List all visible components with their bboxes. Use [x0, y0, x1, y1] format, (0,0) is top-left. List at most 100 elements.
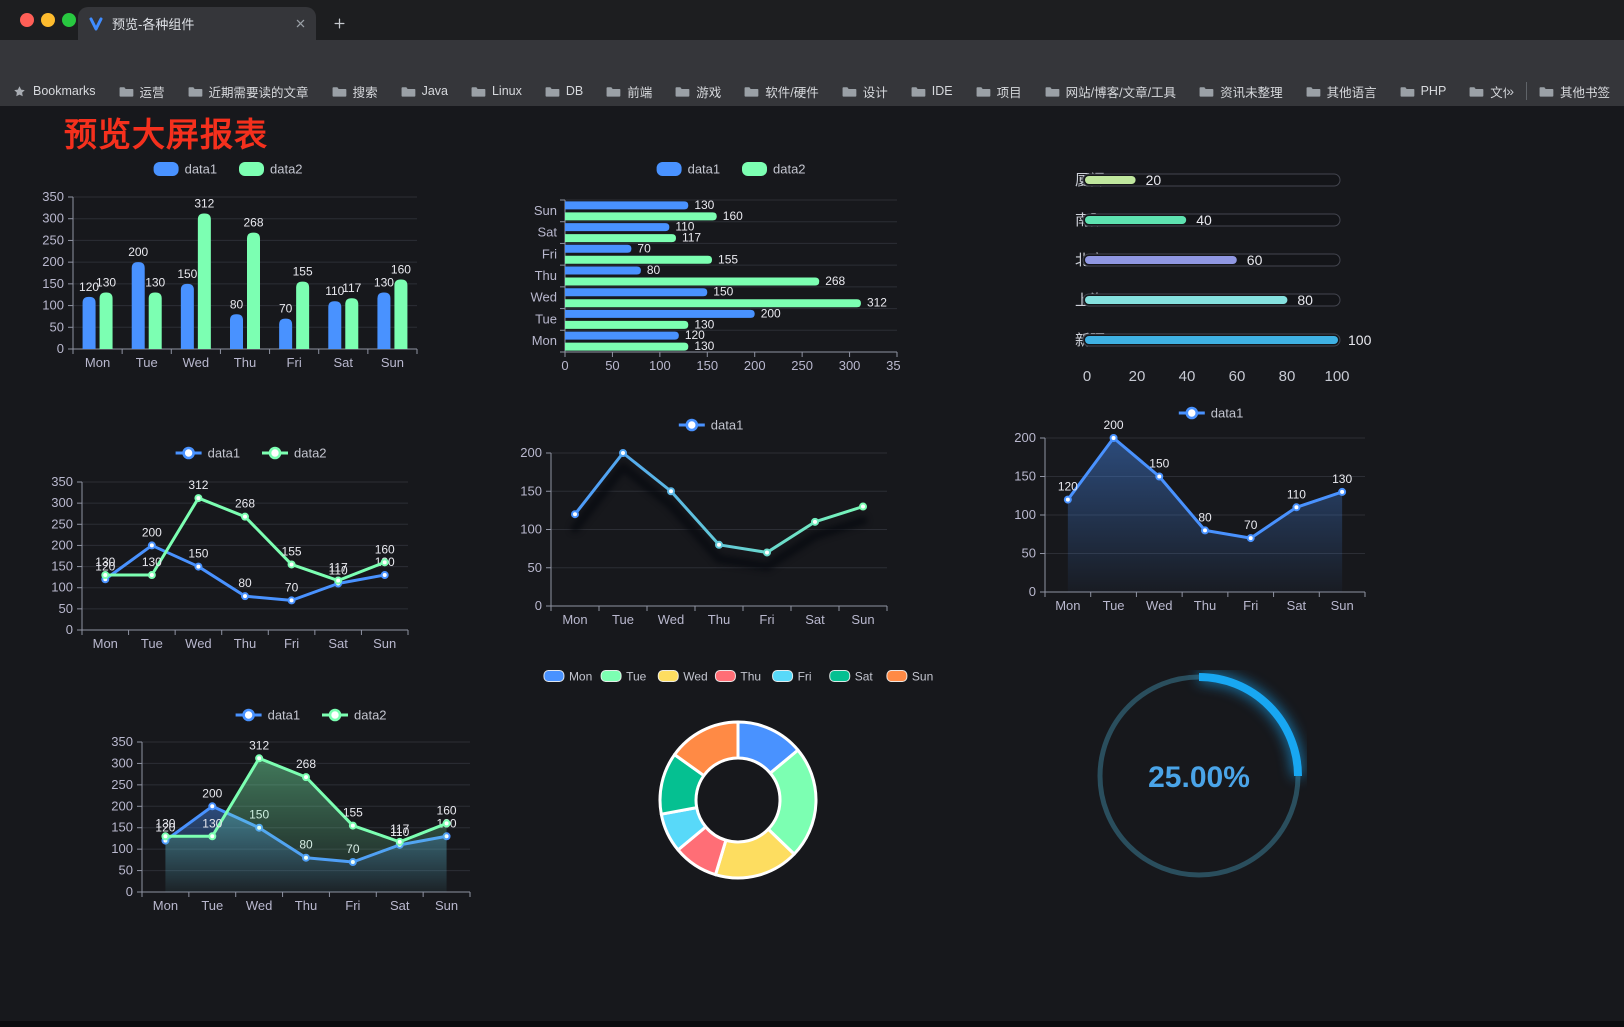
bookmark-folder[interactable]: 设计 [842, 82, 888, 101]
bookmark-folder[interactable]: 游戏 [675, 82, 721, 101]
bookmark-folder-label: 文件服务器 [1490, 85, 1506, 100]
svg-text:Fri: Fri [284, 636, 299, 651]
bookmark-folder[interactable]: 其他语言 [1306, 82, 1377, 101]
svg-text:268: 268 [235, 497, 255, 511]
bookmark-folder[interactable]: 运营 [119, 82, 165, 101]
legend-item-data1[interactable]: data1 [1178, 406, 1244, 421]
bar-grouped-vertical-svg[interactable]: data1 data2 0 50 100 150 200 250 300 350 Mon Tue Wed… [40, 152, 440, 374]
bookmark-folder[interactable]: IDE [911, 84, 953, 99]
legend-item-Sat[interactable]: Sat [829, 669, 874, 683]
bookmarks-overflow-chevron[interactable]: » [1506, 83, 1514, 99]
legend-item-data2[interactable]: data2 [322, 708, 387, 723]
window-close-button[interactable] [20, 13, 34, 27]
legend-item-Wed[interactable]: Wed [657, 669, 708, 683]
legend-item-data1[interactable]: data1 [656, 162, 721, 177]
chart-grouped-bar-vertical[interactable]: data1 data2 0 50 100 150 200 250 300 350 Mon Tue Wed… [40, 152, 440, 374]
bookmarks-manager-item[interactable]: Bookmarks [12, 84, 96, 99]
legend-item-data1[interactable]: data1 [678, 418, 744, 433]
svg-text:Fri: Fri [287, 355, 302, 370]
bookmark-folder-label: PHP [1420, 84, 1447, 98]
legend-item-data2[interactable]: data2 [239, 162, 303, 177]
svg-text:200: 200 [520, 445, 542, 460]
svg-text:50: 50 [59, 601, 73, 616]
svg-text:120: 120 [685, 328, 705, 342]
svg-text:Fri: Fri [345, 898, 360, 913]
legend-item-Fri[interactable]: Fri [772, 669, 812, 683]
svg-text:Fri: Fri [798, 669, 812, 683]
svg-text:data1: data1 [208, 446, 241, 461]
bookmark-folder[interactable]: 软件/硬件 [744, 82, 819, 101]
area-single-svg[interactable]: data1 0 50 100 150 200 Mon Tue Wed Thu Fri Sat Sun 12… [985, 390, 1383, 622]
bookmark-folder[interactable]: 前端 [606, 82, 652, 101]
svg-text:Thu: Thu [535, 268, 557, 283]
bookmark-folder[interactable]: 近期需要读的文章 [188, 82, 309, 101]
donut-svg[interactable]: Mon Tue Wed Thu Fri Sat Sun [540, 655, 940, 900]
svg-text:312: 312 [867, 296, 887, 310]
axes: 0 50 100 150 200 250 300 350 Mon Tue Wed Thu Fri Sat S… [531, 199, 908, 373]
chart-area-single[interactable]: data1 0 50 100 150 200 Mon Tue Wed Thu Fri Sat Sun 12… [985, 390, 1383, 622]
tab-close-icon[interactable] [295, 18, 306, 29]
line-gradient-svg[interactable]: data1 0 50 100 150 200 Mon Tue Wed Thu Fri Sat Sun [500, 400, 900, 632]
chart-grouped-bar-horizontal[interactable]: data1 data2 0 50 100 150 200 250 300 350 Mon Tue Wed… [500, 155, 908, 373]
chart-progress-gauge[interactable]: 25.00% [1095, 670, 1307, 885]
svg-text:70: 70 [279, 302, 293, 316]
svg-text:120: 120 [95, 559, 115, 573]
bookmark-folder[interactable]: PHP [1400, 84, 1447, 99]
bookmark-folder-label: 搜索 [352, 85, 378, 100]
svg-text:100: 100 [520, 522, 542, 537]
legend-item-Tue[interactable]: Tue [600, 669, 647, 683]
legend-item-Sun[interactable]: Sun [886, 669, 933, 683]
svg-text:60: 60 [1229, 368, 1246, 385]
svg-text:160: 160 [723, 209, 743, 223]
folder-icon [332, 86, 346, 97]
new-tab-button[interactable] [326, 10, 352, 36]
svg-text:0: 0 [1029, 584, 1036, 599]
svg-text:80: 80 [647, 263, 661, 277]
svg-text:0: 0 [126, 884, 133, 899]
legend-item-data1[interactable]: data1 [175, 446, 241, 461]
gauge-svg[interactable]: 25.00% [1095, 670, 1307, 885]
bookmark-folder[interactable]: 资讯未整理 [1199, 82, 1283, 101]
folder-icon [842, 86, 857, 97]
svg-text:Wed: Wed [246, 898, 273, 913]
bookmark-folder[interactable]: Java [401, 84, 448, 99]
chart-line-two-series[interactable]: data1 data2 0 50 100 150 200 250 300 350 Mon Tue Wed… [40, 440, 432, 658]
svg-text:117: 117 [342, 281, 361, 295]
legend-item-data1[interactable]: data1 [235, 708, 301, 723]
svg-text:150: 150 [713, 285, 733, 299]
legend-item-Mon[interactable]: Mon [543, 669, 592, 683]
svg-text:120: 120 [1058, 480, 1078, 494]
bookmark-folder[interactable]: 文件服务器 [1469, 82, 1506, 101]
bookmark-folder[interactable]: Linux [471, 84, 522, 99]
svg-text:250: 250 [791, 358, 813, 373]
window-maximize-button[interactable] [62, 13, 76, 27]
bookmark-folder[interactable]: 网站/博客/文章/工具 [1045, 82, 1176, 101]
svg-text:250: 250 [51, 516, 73, 531]
svg-text:Wed: Wed [531, 290, 558, 305]
folder-icon [1400, 86, 1414, 97]
svg-text:data1: data1 [268, 708, 301, 723]
legend-item-Thu[interactable]: Thu [714, 669, 761, 683]
bookmark-folder[interactable]: 项目 [976, 82, 1022, 101]
area-two-series-svg[interactable]: data1 data2 0 50 100 150 200 250 300 350 Mon Tue Wed… [100, 670, 500, 918]
tab-favicon [88, 16, 104, 32]
legend-item-data2[interactable]: data2 [262, 446, 327, 461]
bar-grouped-horizontal-svg[interactable]: data1 data2 0 50 100 150 200 250 300 350 Mon Tue Wed… [500, 155, 908, 373]
legend-item-data1[interactable]: data1 [153, 162, 218, 177]
chart-donut-pie[interactable]: Mon Tue Wed Thu Fri Sat Sun [540, 655, 940, 900]
browser-tab[interactable]: 预览-各种组件 [78, 7, 316, 40]
chart-area-two-series[interactable]: data1 data2 0 50 100 150 200 250 300 350 Mon Tue Wed… [100, 670, 500, 918]
line-two-series-svg[interactable]: data1 data2 0 50 100 150 200 250 300 350 Mon Tue Wed… [40, 440, 432, 658]
svg-text:data2: data2 [773, 162, 806, 177]
bookmark-folder[interactable]: 搜索 [332, 82, 378, 101]
chart-line-gradient[interactable]: data1 0 50 100 150 200 Mon Tue Wed Thu Fri Sat Sun [500, 400, 900, 632]
window-minimize-button[interactable] [41, 13, 55, 27]
svg-text:350: 350 [111, 734, 133, 749]
capsule-progress-svg[interactable]: 厦门20南阳40北京60上海80新疆100020406080100 [990, 150, 1390, 395]
browser-toolbar: 127.0.0.1:3000/#/chart/preview/9 9 ⌘ [0, 40, 1624, 113]
svg-text:0: 0 [1083, 368, 1091, 385]
other-bookmarks-item[interactable]: 其他书签 [1539, 82, 1610, 101]
chart-capsule-progress[interactable]: 厦门20南阳40北京60上海80新疆100020406080100 [990, 150, 1390, 395]
bookmark-folder[interactable]: DB [545, 84, 583, 99]
legend-item-data2[interactable]: data2 [742, 162, 806, 177]
